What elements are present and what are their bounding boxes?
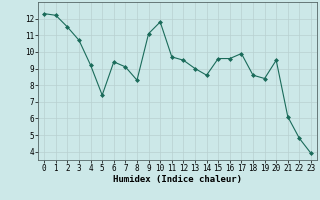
X-axis label: Humidex (Indice chaleur): Humidex (Indice chaleur) xyxy=(113,175,242,184)
